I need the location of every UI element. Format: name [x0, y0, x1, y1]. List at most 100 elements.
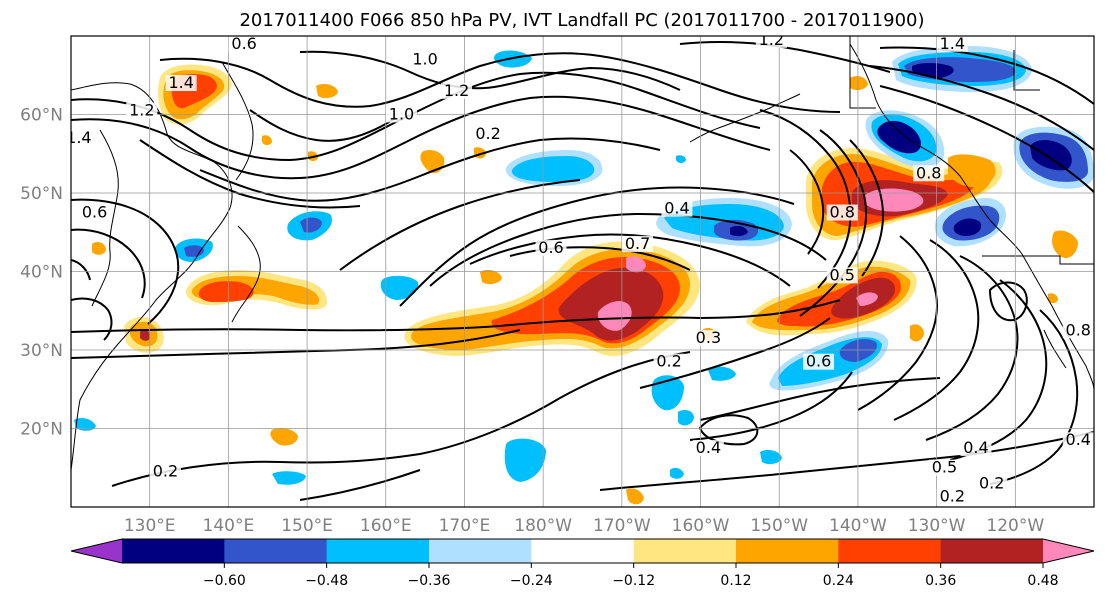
colorbar-tick-label: −0.36 [408, 573, 451, 589]
contour-label-bg [165, 75, 197, 92]
contour-east-3 [925, 255, 1019, 441]
contour-far-south-b [699, 377, 941, 421]
contour-label-bg [472, 126, 504, 143]
colorbar-tick-label: −0.48 [305, 573, 348, 589]
contour-label: 0.3 [696, 328, 721, 347]
contour-label-bg [79, 204, 111, 221]
contour-far-south [599, 431, 1094, 491]
coast-alaska [849, 43, 1094, 391]
lon-tick-label: 150°W [750, 516, 808, 536]
contour-label: 1.4 [66, 128, 91, 147]
fill-neg-spot-8 [760, 450, 782, 465]
contour-east-1 [857, 235, 938, 411]
contour-north-2 [71, 95, 771, 180]
contour-label: 0.4 [963, 438, 988, 457]
contour-label: 0.2 [153, 462, 178, 481]
coast-kamchatka [221, 61, 254, 181]
contour-east-2 [893, 239, 980, 421]
contour-north-6 [139, 139, 361, 209]
colorbar-tick-label: 0.12 [720, 573, 751, 589]
lon-tick-label: 130°W [908, 516, 966, 536]
fill-spot-14 [1048, 293, 1058, 303]
lon-tick-label: 130°E [124, 516, 176, 536]
lon-tick-label: 140°E [203, 516, 255, 536]
contour-nw-3 [71, 297, 113, 341]
coast-canada-box [849, 36, 876, 109]
lat-tick-label: 20°N [20, 420, 63, 440]
lon-tick-label: 160°E [360, 516, 412, 536]
contour-label-bg [976, 475, 1008, 492]
contour-label: 0.2 [979, 473, 1004, 492]
fill-spot-1 [420, 150, 445, 174]
lon-tick-label: 170°E [439, 516, 491, 536]
contour-label-bg [622, 235, 654, 252]
contour-label-bg [755, 36, 787, 48]
fill-ecs-red [140, 329, 150, 341]
contour-label-bg [386, 106, 418, 123]
lat-tick-label: 60°N [20, 106, 63, 126]
contour-nw-4 [71, 259, 91, 281]
contour-label-bg [228, 36, 260, 52]
contour-label: 1.4 [940, 34, 965, 53]
contour-label: 1.2 [129, 101, 154, 120]
fill-spot-3 [480, 270, 502, 285]
contour-alaska-1 [879, 46, 1094, 105]
graticule-grid [71, 36, 1094, 507]
contour-label-bg [692, 330, 724, 347]
contour-label-bg [71, 129, 95, 146]
contour-label-bg [409, 51, 441, 68]
colorbar-tick-label: 0.24 [823, 573, 854, 589]
contour-label-bg [653, 353, 685, 370]
contour-label: 0.4 [696, 438, 721, 457]
contour-gulf-2 [789, 149, 825, 255]
contour-label: 0.4 [1066, 430, 1091, 449]
fill-spot-9 [1052, 230, 1078, 259]
fill-neg-spot-10 [670, 467, 684, 479]
colorbar-segment [633, 539, 737, 563]
contour-label: 1.0 [412, 49, 437, 68]
longitude-tick-labels: 130°E 140°E 150°E 160°E 170°E 180°W 170°W 160°W… [124, 516, 1045, 536]
contour-jet-3 [469, 233, 791, 287]
contour-lines [71, 41, 1094, 501]
contour-label: 0.4 [664, 199, 689, 218]
fill-spot-13 [262, 135, 272, 145]
contour-label-bg [661, 200, 693, 217]
colorbar-tick-label: −0.12 [612, 573, 655, 589]
fill-neg-northpac-blue [511, 156, 595, 182]
fill-neg-bc-dark [877, 120, 921, 154]
coast-aleutians [689, 93, 801, 143]
contour-label: 0.5 [829, 265, 854, 284]
coast-asia-inner [91, 129, 119, 307]
contour-label: 0.8 [829, 203, 854, 222]
fill-neg-spot-11 [676, 155, 686, 163]
colorbar-segment [429, 539, 532, 563]
contour-nw-2 [71, 228, 146, 299]
colorbar-segment [224, 539, 328, 563]
contour-north-4 [299, 50, 681, 91]
contour-label-bg [826, 267, 858, 284]
fill-neg-spot-3 [651, 375, 684, 411]
colorbar-tick-label: −0.24 [510, 573, 553, 589]
colorbar-segment [838, 539, 942, 563]
contour-south-mid [639, 317, 831, 389]
fill-neg-spot-4 [678, 410, 694, 426]
fill-spot-5 [626, 488, 644, 505]
contour-label-bg [1062, 322, 1094, 339]
contour-east-5 [989, 309, 1079, 485]
contour-label: 0.6 [538, 238, 563, 257]
fill-neg-spot-7 [272, 471, 306, 485]
contour-label: 0.2 [940, 487, 965, 506]
contour-label-bg [441, 82, 473, 99]
colorbar-tick-label: −0.60 [203, 573, 246, 589]
contour-gulf-1 [759, 109, 852, 289]
contour-label-bg [936, 36, 968, 52]
contour-east-4 [949, 279, 1048, 461]
contour-north-3 [159, 52, 841, 113]
fill-spot-10 [948, 154, 996, 188]
contour-gulf-3 [799, 129, 868, 317]
contour-label: 1.0 [389, 104, 414, 123]
colorbar: −0.60 −0.48 −0.36 −0.24 −0.12 0.12 0.24 0.36 0.4… [70, 538, 1095, 589]
contour-label: 0.7 [625, 234, 650, 253]
lon-tick-label: 140°W [829, 516, 887, 536]
